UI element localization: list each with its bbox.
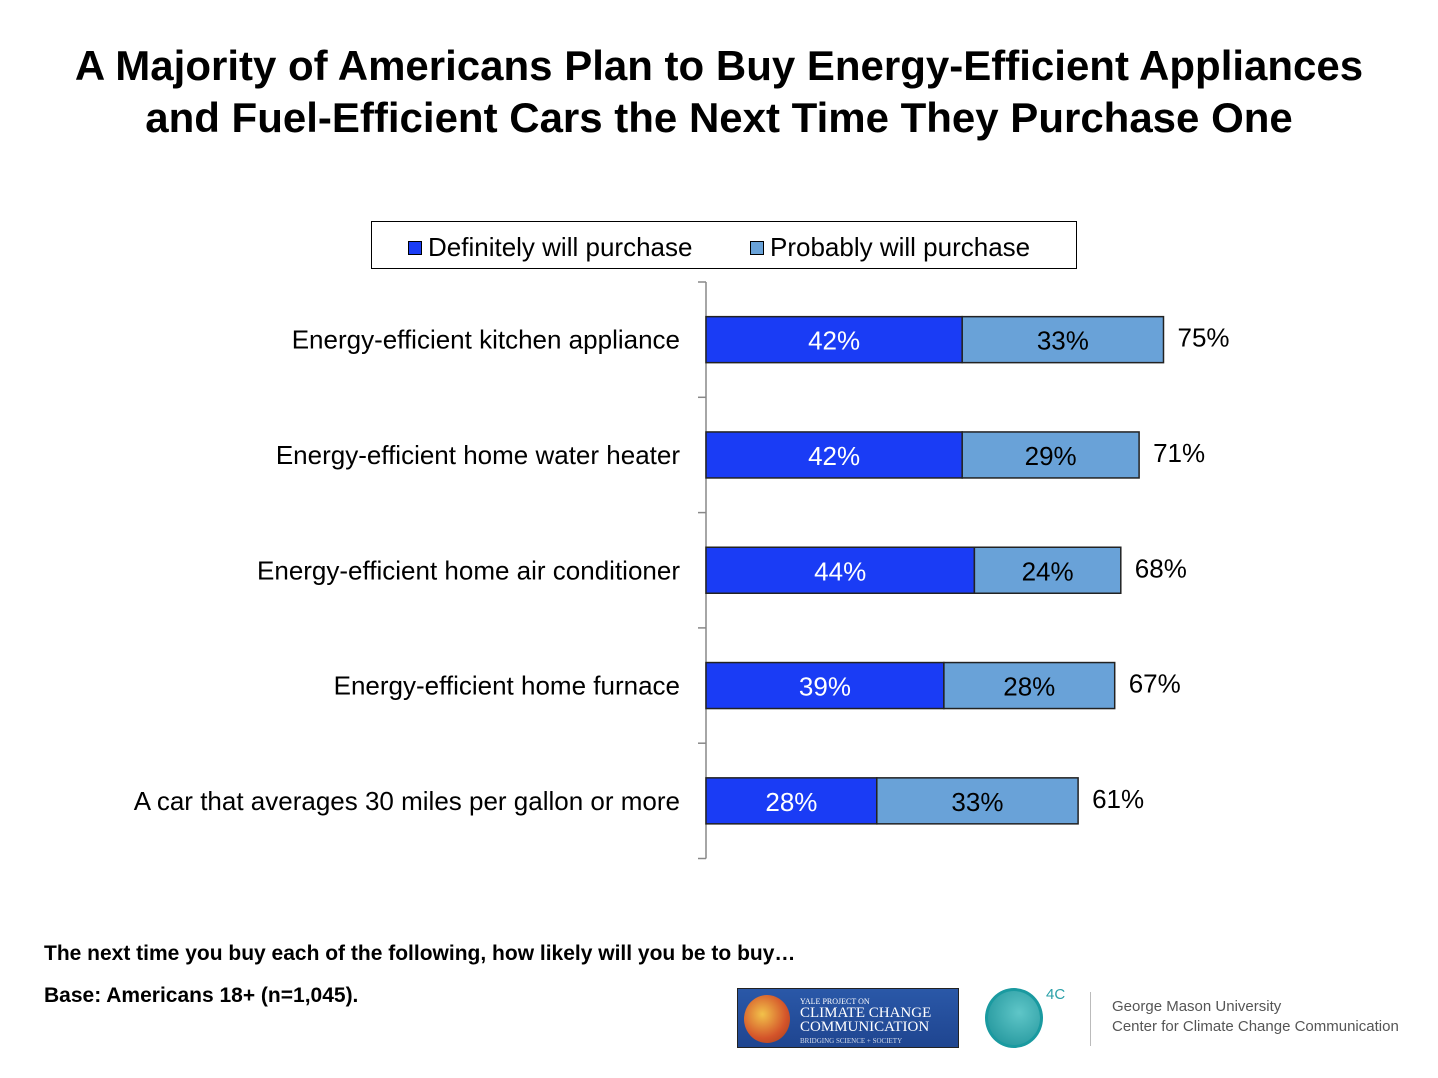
yale-logo-text: CLIMATE CHANGE (800, 1005, 932, 1021)
total-label: 71% (1153, 438, 1205, 468)
bar-segment (961, 431, 1140, 479)
gmu-logo-text: George Mason University (1112, 998, 1282, 1015)
legend-swatch-probably (750, 240, 764, 255)
category-label: Energy-efficient home water heater (276, 440, 681, 470)
category-label: A car that averages 30 miles per gallon … (134, 786, 680, 816)
bar-data-label: 28% (765, 787, 817, 817)
bar-data-label: 42% (808, 441, 860, 471)
globe-icon (744, 995, 790, 1043)
bar-data-label: 33% (951, 787, 1003, 817)
legend-label: Definitely will purchase (428, 232, 693, 262)
bar-data-label: 42% (808, 326, 860, 356)
bar-segment (973, 546, 1122, 594)
logo-divider (1090, 992, 1091, 1046)
yale-logo-text: BRIDGING SCIENCE + SOCIETY (800, 1037, 903, 1045)
bar-data-label: 39% (799, 672, 851, 702)
bar-data-label: 44% (814, 556, 866, 586)
category-label: Energy-efficient home furnace (334, 671, 680, 701)
bar-data-label: 28% (1003, 672, 1055, 702)
bar-segment (876, 777, 1079, 825)
legend-swatch-definitely (408, 240, 422, 255)
bar-segment (705, 431, 963, 479)
title-line-1: A Majority of Americans Plan to Buy Ener… (74, 42, 1364, 89)
bar-data-label: 29% (1025, 441, 1077, 471)
total-label: 67% (1129, 669, 1181, 699)
legend-item-probably: Probably will purchase (750, 232, 1030, 263)
title-line-2: and Fuel-Efficient Cars the Next Time Th… (145, 94, 1293, 141)
total-label: 61% (1092, 784, 1144, 814)
gmu-logo-text: Center for Climate Change Communication (1112, 1018, 1399, 1035)
yale-logo-text: COMMUNICATION (800, 1019, 930, 1035)
yale-logo-text: YALE PROJECT ON (800, 997, 870, 1006)
bar-segment (961, 315, 1165, 364)
footnote-question: The next time you buy each of the follow… (44, 942, 796, 965)
bar-segment (705, 661, 945, 710)
chart-title: A Majority of Americans Plan to Buy Ener… (0, 40, 1438, 144)
total-label: 68% (1135, 553, 1187, 583)
bar-segment (705, 546, 976, 594)
bar-segment (943, 661, 1116, 710)
total-label: 75% (1178, 323, 1230, 353)
legend-item-definitely: Definitely will purchase (408, 232, 692, 263)
bar-segment (705, 777, 878, 825)
bar-data-label: 24% (1022, 556, 1074, 586)
legend-label: Probably will purchase (770, 232, 1031, 262)
category-label: Energy-efficient kitchen appliance (292, 325, 680, 355)
yale-logo: YALE PROJECT ON CLIMATE CHANGE COMMUNICA… (737, 988, 959, 1048)
bar-segment (705, 315, 963, 364)
4c-logo-icon (985, 988, 1043, 1048)
category-label: Energy-efficient home air conditioner (257, 555, 680, 585)
4c-logo-text: 4C (1046, 986, 1066, 1003)
footnote-base: Base: Americans 18+ (n=1,045). (44, 984, 359, 1007)
bar-data-label: 33% (1037, 326, 1089, 356)
legend: Definitely will purchase Probably will p… (371, 221, 1077, 269)
